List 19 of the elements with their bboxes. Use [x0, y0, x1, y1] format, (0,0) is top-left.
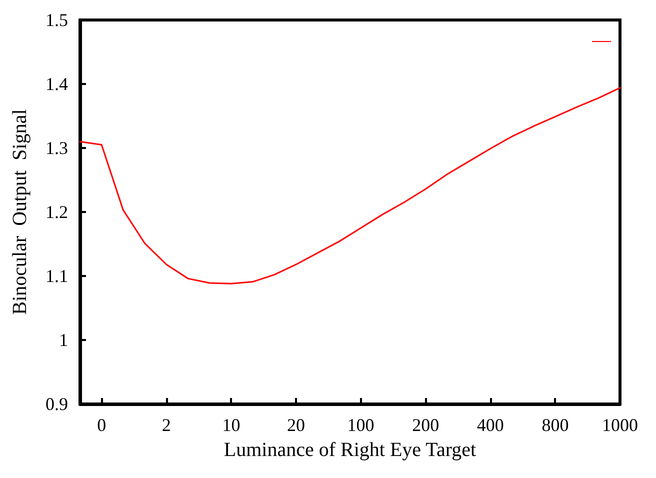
- y-tick-label: 1.1: [46, 266, 68, 286]
- x-tick-label: 1000: [602, 415, 638, 435]
- y-tick-label: 1.5: [46, 10, 68, 30]
- x-tick-label: 200: [412, 415, 440, 435]
- y-tick-label: 1.4: [46, 74, 68, 94]
- x-tick-label: 2: [162, 415, 171, 435]
- x-tick-label: 10: [222, 415, 240, 435]
- y-tick-label: 1.2: [46, 202, 68, 222]
- x-tick-label: 0: [97, 415, 106, 435]
- line-series: [79, 87, 621, 284]
- x-tick-label: 800: [542, 415, 569, 435]
- x-tick-label: 100: [347, 415, 374, 435]
- y-tick-label: 0.9: [46, 394, 68, 414]
- x-tick-label: 400: [476, 415, 504, 435]
- y-axis-title: Binocular Output Signal: [9, 108, 31, 315]
- x-tick-label: 20: [287, 415, 305, 435]
- y-tick-label: 1: [59, 330, 68, 350]
- y-tick-label: 1.3: [46, 138, 68, 158]
- x-axis-title: Luminance of Right Eye Target: [224, 439, 477, 461]
